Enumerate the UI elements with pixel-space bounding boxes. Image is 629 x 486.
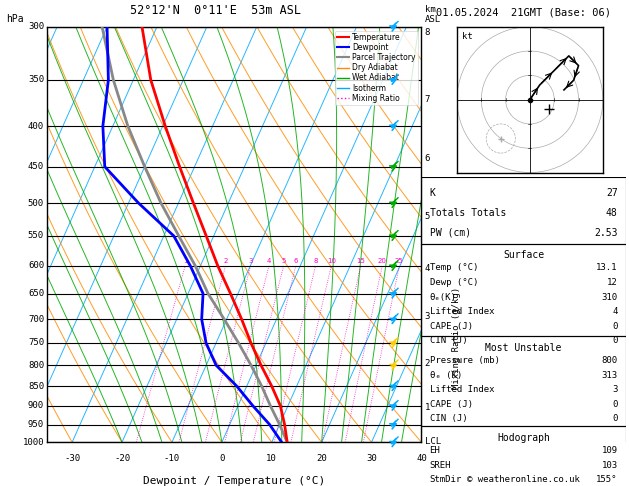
Text: Most Unstable: Most Unstable — [486, 343, 562, 353]
Text: θₑ(K): θₑ(K) — [430, 293, 457, 302]
Text: kt: kt — [462, 32, 472, 41]
Text: 0: 0 — [612, 400, 618, 409]
Text: Lifted Index: Lifted Index — [430, 307, 494, 316]
Text: Lifted Index: Lifted Index — [430, 385, 494, 394]
Text: 1: 1 — [183, 258, 187, 264]
Text: 650: 650 — [28, 289, 44, 298]
Text: 750: 750 — [28, 338, 44, 347]
Text: 800: 800 — [601, 356, 618, 365]
Text: 20: 20 — [316, 454, 327, 464]
Text: Dewpoint / Temperature (°C): Dewpoint / Temperature (°C) — [143, 476, 325, 486]
Text: -20: -20 — [114, 454, 130, 464]
Text: 800: 800 — [28, 361, 44, 370]
Text: 2: 2 — [223, 258, 228, 264]
Text: 5: 5 — [281, 258, 286, 264]
Text: 6: 6 — [294, 258, 298, 264]
Text: 300: 300 — [28, 22, 44, 31]
Text: 313: 313 — [601, 371, 618, 380]
Text: 27: 27 — [606, 188, 618, 198]
Text: Temp (°C): Temp (°C) — [430, 263, 478, 273]
Text: 52°12'N  0°11'E  53m ASL: 52°12'N 0°11'E 53m ASL — [130, 4, 301, 17]
Text: θₑ (K): θₑ (K) — [430, 371, 462, 380]
Text: 3: 3 — [248, 258, 253, 264]
Text: K: K — [430, 188, 435, 198]
Text: 01.05.2024  21GMT (Base: 06): 01.05.2024 21GMT (Base: 06) — [436, 7, 611, 17]
Text: 600: 600 — [28, 261, 44, 270]
Text: EH: EH — [430, 446, 440, 455]
Text: 8: 8 — [425, 28, 430, 37]
Text: -30: -30 — [64, 454, 80, 464]
Text: 3: 3 — [425, 312, 430, 321]
Text: StmDir: StmDir — [430, 475, 462, 485]
Text: 10: 10 — [326, 258, 336, 264]
Text: © weatheronline.co.uk: © weatheronline.co.uk — [467, 474, 580, 484]
Text: 850: 850 — [28, 382, 44, 391]
Text: CIN (J): CIN (J) — [430, 415, 467, 423]
Text: 350: 350 — [28, 75, 44, 85]
Text: 20: 20 — [378, 258, 387, 264]
Text: Surface: Surface — [503, 250, 544, 260]
Text: 10: 10 — [266, 454, 277, 464]
Text: 310: 310 — [601, 293, 618, 302]
Text: 1000: 1000 — [23, 438, 44, 447]
Text: 500: 500 — [28, 199, 44, 208]
Text: 40: 40 — [416, 454, 427, 464]
Text: 13.1: 13.1 — [596, 263, 618, 273]
Text: CIN (J): CIN (J) — [430, 336, 467, 346]
Text: 4: 4 — [425, 264, 430, 273]
Text: 550: 550 — [28, 231, 44, 241]
Text: LCL: LCL — [425, 437, 441, 446]
Text: 0: 0 — [219, 454, 225, 464]
Text: Totals Totals: Totals Totals — [430, 208, 506, 218]
Legend: Temperature, Dewpoint, Parcel Trajectory, Dry Adiabat, Wet Adiabat, Isotherm, Mi: Temperature, Dewpoint, Parcel Trajectory… — [335, 31, 418, 105]
Text: -10: -10 — [164, 454, 180, 464]
Text: 8: 8 — [313, 258, 318, 264]
Text: 12: 12 — [607, 278, 618, 287]
Text: CAPE (J): CAPE (J) — [430, 322, 472, 331]
Text: 48: 48 — [606, 208, 618, 218]
Text: 4: 4 — [612, 307, 618, 316]
Text: Hodograph: Hodograph — [497, 433, 550, 443]
Text: PW (cm): PW (cm) — [430, 228, 470, 238]
Text: 700: 700 — [28, 314, 44, 324]
Text: 400: 400 — [28, 122, 44, 131]
Text: 3: 3 — [612, 385, 618, 394]
Text: 30: 30 — [366, 454, 377, 464]
Text: 109: 109 — [601, 446, 618, 455]
Text: Dewp (°C): Dewp (°C) — [430, 278, 478, 287]
Text: 7: 7 — [425, 95, 430, 104]
Text: 5: 5 — [425, 212, 430, 221]
Text: 2.53: 2.53 — [594, 228, 618, 238]
Text: CAPE (J): CAPE (J) — [430, 400, 472, 409]
Text: 103: 103 — [601, 461, 618, 470]
Text: 25: 25 — [395, 258, 404, 264]
Text: 6: 6 — [425, 155, 430, 163]
Text: Pressure (mb): Pressure (mb) — [430, 356, 499, 365]
Text: 2: 2 — [425, 359, 430, 367]
Text: 0: 0 — [612, 322, 618, 331]
Text: 450: 450 — [28, 162, 44, 171]
Text: 15: 15 — [356, 258, 365, 264]
Text: 950: 950 — [28, 420, 44, 429]
Text: 0: 0 — [612, 336, 618, 346]
Text: Mixing Ratio (g/kg): Mixing Ratio (g/kg) — [452, 287, 460, 389]
Text: 900: 900 — [28, 401, 44, 410]
Text: hPa: hPa — [6, 14, 24, 24]
Text: SREH: SREH — [430, 461, 451, 470]
Text: 155°: 155° — [596, 475, 618, 485]
Text: 4: 4 — [267, 258, 271, 264]
Text: 0: 0 — [612, 415, 618, 423]
Text: 1: 1 — [425, 403, 430, 412]
Text: km
ASL: km ASL — [425, 5, 441, 24]
